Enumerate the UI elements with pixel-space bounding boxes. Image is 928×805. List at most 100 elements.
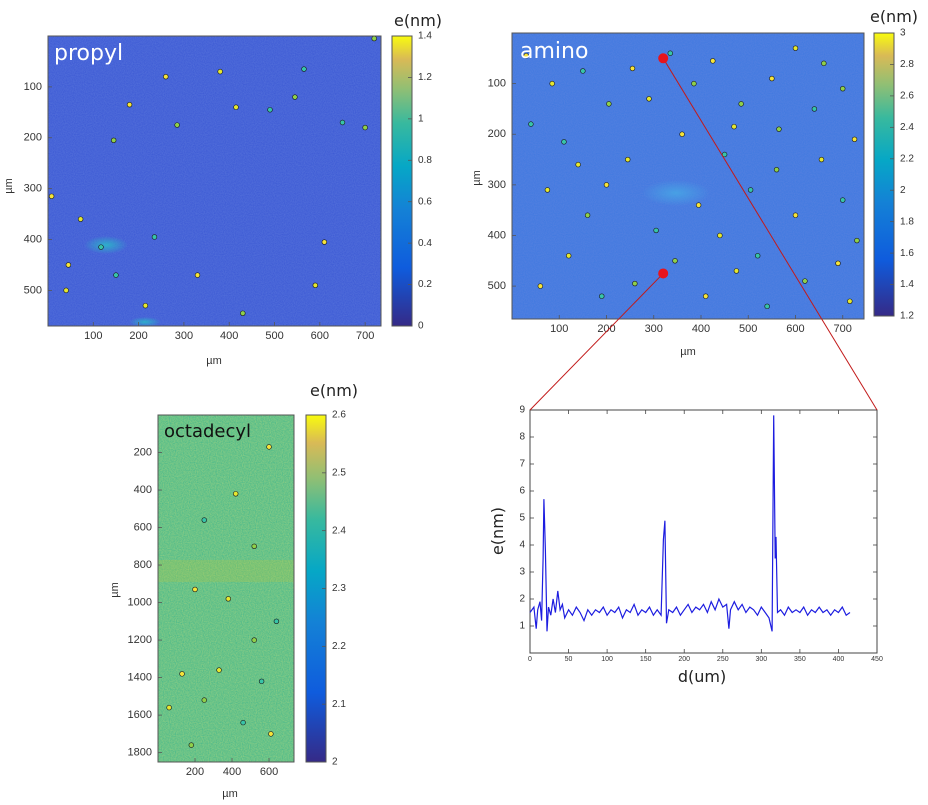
particle-p2-1 [549, 80, 555, 87]
propyl-bright-spot-bottom [129, 317, 161, 327]
x-tick-label-p3-1: 400 [223, 766, 241, 778]
propyl-image-noise [48, 36, 381, 326]
profile-y-tick-label-2: 3 [519, 567, 525, 578]
particle-p3-10 [258, 678, 265, 685]
amino-image-noise [512, 33, 864, 319]
octadecyl-x-axis-label: µm [222, 788, 238, 800]
y-tick-label-p2-4: 500 [488, 280, 506, 292]
particle-p3-12 [268, 731, 274, 737]
particle-p1-20 [163, 74, 169, 80]
propyl-y-axis-label: µm [3, 178, 15, 194]
particle-p2-35 [632, 280, 638, 287]
amino-x-axis-label: µm [680, 346, 696, 358]
particle-p2-24 [695, 202, 702, 208]
x-tick-label-p1-0: 100 [84, 330, 102, 342]
amino-particles [523, 45, 860, 310]
particle-p1-18 [301, 66, 307, 72]
profile-x-tick-label-5: 250 [717, 656, 729, 663]
particle-p1-13 [312, 282, 319, 288]
profile-y-tick-label-1: 2 [519, 594, 525, 605]
cb-tick-label-p1-2: 0.4 [418, 238, 432, 249]
y-tick-label-p1-2: 300 [24, 183, 42, 195]
y-tick-label-p1-0: 100 [24, 81, 42, 93]
x-tick-label-p3-2: 600 [260, 766, 278, 778]
propyl-colorbar-title: e(nm) [394, 11, 442, 30]
particle-p3-6 [273, 618, 280, 625]
x-tick-label-p3-0: 200 [186, 766, 204, 778]
cb-tick-label-p3-2: 2.2 [332, 641, 346, 652]
profile-y-tick-label-0: 1 [519, 621, 525, 632]
cb-tick-label-p3-1: 2.1 [332, 699, 346, 710]
octadecyl-title: octadecyl [164, 421, 251, 442]
amino-title: amino [520, 39, 588, 64]
particle-p2-32 [537, 283, 544, 289]
particle-p2-39 [802, 278, 808, 284]
profile-annotation [529, 53, 878, 411]
particle-p1-0 [48, 193, 55, 199]
particle-p2-2 [580, 68, 586, 74]
amino-x-ticks: 100 200 300 400 500 600 700 [550, 315, 852, 335]
profile-series-line [529, 415, 851, 632]
particle-p2-33 [565, 253, 572, 259]
x-tick-label-p2-2: 300 [645, 323, 663, 335]
particle-p1-5 [142, 302, 149, 309]
cb-tick-label-p1-3: 0.6 [418, 196, 432, 207]
cb-tick-label-p1-6: 1.2 [418, 72, 432, 83]
particle-p2-42 [528, 121, 534, 127]
particle-p2-22 [653, 227, 659, 234]
x-tick-label-p1-4: 500 [265, 330, 283, 342]
particle-p2-34 [599, 293, 605, 299]
propyl-title: propyl [54, 41, 123, 66]
y-tick-label-p3-4: 1000 [128, 596, 152, 608]
particle-p2-14 [811, 106, 818, 112]
particle-p2-23 [672, 258, 678, 264]
particle-p1-12 [321, 239, 328, 245]
particle-p2-19 [584, 212, 591, 218]
y-tick-label-p3-0: 200 [134, 446, 152, 458]
particle-p1-7 [174, 122, 180, 128]
profile-x-tick-label-9: 450 [871, 656, 883, 663]
particle-p2-6 [667, 50, 673, 56]
particle-p2-26 [747, 187, 754, 193]
particle-p2-25 [717, 232, 723, 239]
particle-p2-11 [738, 101, 744, 107]
profile-axes-frame [529, 409, 878, 654]
amino-colorbar-title: e(nm) [870, 7, 918, 26]
particle-p1-9 [233, 104, 239, 110]
cb-tick-label-p2-5: 2.2 [900, 153, 914, 164]
amino-colorbar [873, 32, 895, 317]
particle-p2-47 [821, 60, 827, 67]
profile-end-connector [662, 58, 878, 411]
cb-tick-label-p2-7: 2.6 [900, 91, 914, 102]
propyl-panel: propyl 100 200 300 400 500 100 200 300 400 500 60… [3, 11, 442, 367]
x-tick-label-p2-3: 400 [692, 323, 710, 335]
cb-tick-label-p2-4: 2 [900, 185, 906, 196]
profile-y-tick-label-3: 4 [519, 540, 525, 551]
profile-y-tick-label-5: 6 [519, 486, 525, 497]
propyl-x-ticks: 100 200 300 400 500 600 700 [84, 322, 374, 342]
y-tick-label-p1-1: 200 [24, 132, 42, 144]
y-tick-label-p2-1: 200 [488, 128, 506, 140]
y-tick-label-p3-3: 800 [134, 559, 152, 571]
particle-p2-13 [792, 45, 799, 51]
amino-y-ticks: 100 200 300 400 500 [488, 78, 516, 292]
cb-tick-label-p3-6: 2.6 [332, 410, 346, 421]
y-tick-label-p2-0: 100 [488, 78, 506, 90]
y-tick-label-p1-3: 400 [24, 233, 42, 245]
x-tick-label-p1-5: 600 [311, 330, 329, 342]
particle-p1-21 [63, 287, 69, 294]
profile-x-tick-label-3: 150 [640, 656, 652, 663]
particle-p2-31 [854, 237, 860, 244]
particle-p3-4 [192, 586, 198, 593]
y-tick-label-p3-2: 600 [134, 521, 152, 533]
x-tick-label-p1-6: 700 [356, 330, 374, 342]
particle-p2-29 [818, 156, 825, 163]
propyl-colorbar-ticks: 0 0.2 0.4 0.6 0.8 1 1.2 1.4 [408, 31, 432, 332]
particle-p3-15 [188, 742, 195, 748]
particle-p2-38 [764, 303, 770, 310]
particle-p2-5 [646, 96, 652, 102]
profile-y-tick-label-8: 9 [519, 405, 525, 416]
particle-p1-11 [292, 94, 298, 100]
x-tick-label-p1-2: 300 [175, 330, 193, 342]
